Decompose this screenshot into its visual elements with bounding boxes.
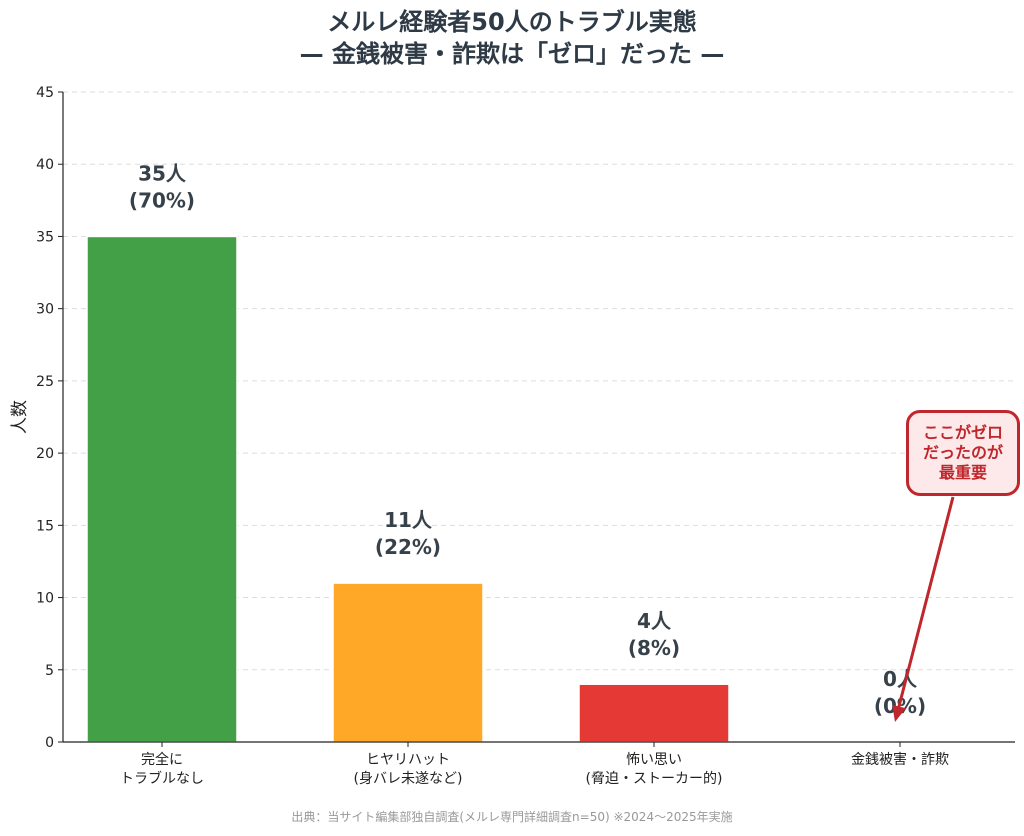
y-tick-label: 0 — [45, 735, 54, 751]
chart-title-line1: メルレ経験者50人のトラブル実態 — [327, 8, 697, 36]
y-tick-label: 30 — [36, 302, 54, 318]
chart-title-line2: — 金銭被害・詐欺は「ゼロ」だった — — [299, 40, 725, 68]
gridlines — [63, 91, 1015, 671]
data-label: 4人 — [637, 609, 672, 633]
annotation-line: ここがゼロ — [922, 423, 1003, 442]
source-note: 出典：当サイト編集部独自調査(メルレ専門詳細調査n=50) ※2024〜2025… — [291, 810, 733, 824]
y-axis-label: 人数 — [10, 400, 30, 434]
annotation-callout: ここがゼロ だったのが 最重要 — [906, 410, 1020, 496]
data-label: 35人 — [138, 161, 187, 185]
annotation-arrow — [892, 496, 955, 722]
y-tick-label: 15 — [36, 518, 54, 534]
annotation-arrow-head — [892, 704, 906, 722]
data-label: (8%) — [628, 636, 680, 660]
bars — [86, 235, 730, 743]
annotation-line: だったのが — [922, 443, 1003, 462]
y-tick-label: 5 — [45, 663, 54, 679]
bar — [86, 235, 238, 743]
y-tick-label: 20 — [36, 446, 54, 462]
bar — [332, 582, 484, 743]
x-tick-label: 怖い思い — [626, 751, 682, 768]
y-tick-label: 40 — [36, 157, 54, 173]
data-label: 11人 — [384, 508, 433, 532]
y-tick-label: 35 — [36, 229, 54, 245]
bar — [578, 683, 730, 743]
x-tick-label: トラブルなし — [120, 770, 204, 787]
x-tick-label: ヒヤリハット — [366, 752, 450, 768]
y-tick-label: 25 — [36, 374, 54, 390]
x-tick-label: 金銭被害・詐欺 — [851, 752, 949, 768]
annotation-arrow-line — [895, 496, 955, 715]
annotation-line: 最重要 — [938, 463, 987, 482]
x-tick-label: (身バレ未遂など) — [354, 771, 463, 787]
y-tick-label: 10 — [36, 591, 54, 607]
data-label: 0人 — [883, 667, 918, 691]
x-tick-label: (脅迫・ストーカー的) — [586, 771, 723, 787]
y-tick-label: 45 — [36, 85, 54, 101]
data-label: (70%) — [129, 188, 195, 212]
x-tick-label: 完全に — [141, 751, 183, 768]
chart-title: メルレ経験者50人のトラブル実態 — 金銭被害・詐欺は「ゼロ」だった — — [0, 6, 1024, 70]
data-labels: 35人(70%)11人(22%)4人(8%)0人(0%) — [129, 161, 926, 718]
data-label: (22%) — [375, 535, 441, 559]
